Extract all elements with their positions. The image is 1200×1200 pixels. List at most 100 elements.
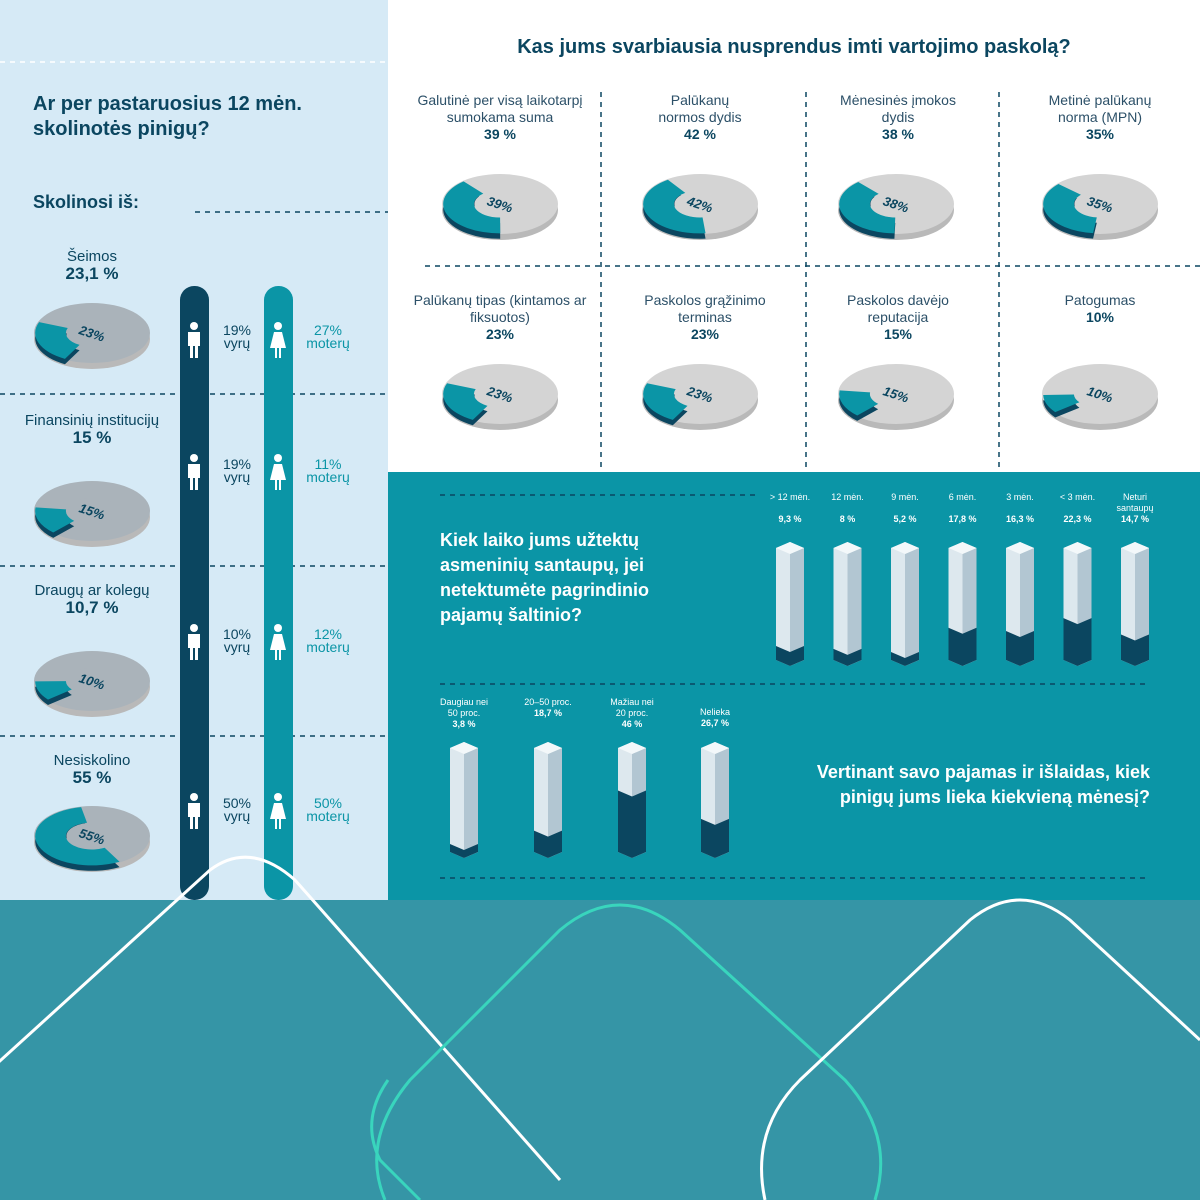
men-label: vyrų	[223, 639, 251, 655]
donut-segment	[443, 383, 488, 420]
savings-bar-label: < 3 mėn. 22,3 %	[1048, 492, 1108, 525]
women-pct: 50%	[313, 795, 343, 811]
bar-side	[905, 548, 919, 666]
criterion-label: Metinė palūkanų norma (MPN) 35%	[1030, 92, 1170, 143]
men-pct: 10%	[222, 626, 252, 642]
bar-top	[450, 742, 478, 754]
criterion-text: Galutinė per visą laikotarpį sumokama su…	[417, 92, 583, 125]
bar-top	[701, 742, 729, 754]
donut-inner	[66, 497, 118, 525]
bar-top	[534, 742, 562, 754]
criterion-donut	[442, 174, 558, 240]
bar-value: 17,8 %	[948, 514, 977, 524]
bar-side	[548, 748, 562, 858]
bottom-decoration-area	[0, 900, 1200, 1200]
men-label: vyrų	[223, 335, 251, 351]
criterion-text: Mėnesinės įmokos dydis	[840, 92, 956, 125]
income-bar-label: Mažiau nei 20 proc. 46 %	[596, 697, 668, 730]
men-label: vyrų	[223, 469, 251, 485]
bar-side	[464, 748, 478, 858]
male-icon	[188, 624, 200, 660]
savings-bar	[1063, 542, 1092, 666]
savings-bar-label: 12 mėn. 8 %	[818, 492, 878, 525]
donut-inner	[66, 319, 118, 347]
donut-inner	[66, 822, 118, 850]
decorative-curve	[760, 898, 1200, 1200]
bar-top	[948, 542, 977, 554]
criterion-value: 23%	[485, 326, 515, 342]
bar-fill	[776, 646, 804, 666]
criterion-donut	[642, 174, 758, 240]
criterion-value: 23%	[690, 326, 720, 342]
bar-category: 3 mėn.	[1006, 492, 1034, 502]
left-donut	[34, 806, 150, 872]
group-value: 55 %	[72, 768, 112, 787]
criterion-donut	[642, 364, 758, 430]
bar-value: 3,8 %	[452, 719, 476, 729]
left-question-title: Ar per pastaruosius 12 mėn. skolinotės p…	[33, 93, 302, 140]
savings-bar-label: 6 mėn. 17,8 %	[933, 492, 993, 525]
men-pct: 50%	[222, 795, 252, 811]
bar-value: 9,3 %	[778, 514, 802, 524]
donut-segment	[839, 182, 896, 234]
bar-category: 20–50 proc.	[524, 697, 572, 707]
savings-bar	[1121, 542, 1149, 666]
donut-segment	[643, 179, 706, 234]
men-label: vyrų	[223, 808, 251, 824]
female-icon	[270, 793, 286, 829]
savings-bar-label: > 12 mėn. 9,3 %	[760, 492, 820, 525]
criterion-donut	[838, 174, 954, 240]
criterion-donut	[1042, 174, 1158, 240]
donut-segment	[1043, 183, 1097, 234]
borrowed-from-subtitle: Skolinosi iš:	[33, 192, 140, 212]
criterion-label: Galutinė per visą laikotarpį sumokama su…	[402, 92, 598, 143]
savings-bar	[776, 542, 804, 666]
donut-inner	[870, 380, 922, 408]
group-value: 23,1 %	[65, 264, 119, 283]
income-bar	[618, 742, 646, 858]
bar-fill	[833, 648, 862, 666]
income-bar	[701, 742, 729, 858]
criterion-value: 39 %	[484, 126, 516, 142]
group-label-text: Šeimos	[66, 248, 118, 265]
bar-value: 46 %	[621, 719, 643, 729]
income-bar-label: Daugiau nei 50 proc. 3,8 %	[428, 697, 500, 730]
female-icon	[270, 454, 286, 490]
bar-category: 12 mėn.	[831, 492, 864, 502]
men-stat: 19% vyrų	[218, 456, 256, 485]
women-label: moterų	[306, 808, 350, 824]
criterion-label: Paskolos grąžinimo terminas 23%	[630, 292, 780, 343]
bar-value: 5,2 %	[893, 514, 917, 524]
men-pct: 19%	[222, 456, 252, 472]
bar-side	[790, 548, 804, 666]
men-pillar	[180, 286, 209, 900]
donut-inner	[674, 380, 726, 408]
men-pct: 19%	[222, 322, 252, 338]
bar-top	[1006, 542, 1034, 554]
donut-segment	[35, 507, 75, 533]
donut-segment	[839, 390, 879, 416]
criterion-text: Paskolos davėjo reputacija	[847, 292, 949, 325]
donut-inner	[474, 380, 526, 408]
bar-category: < 3 mėn.	[1059, 492, 1096, 502]
women-pillar	[264, 286, 293, 900]
decorative-curve	[0, 855, 562, 1181]
savings-bar	[891, 542, 919, 666]
savings-bar-label: 9 mėn. 5,2 %	[875, 492, 935, 525]
group-no-borrow-label: Nesiskolino 55 %	[22, 752, 162, 786]
criteria-title: Kas jums svarbiausia nusprendus imti var…	[517, 36, 1071, 58]
criterion-label: Palūkanų normos dydis 42 %	[630, 92, 770, 143]
donut-segment	[35, 322, 80, 359]
women-label: moterų	[306, 639, 350, 655]
donut-segment	[35, 807, 120, 866]
female-icon	[270, 322, 286, 358]
criterion-text: Patogumas	[1064, 292, 1136, 308]
criterion-value: 42 %	[684, 126, 716, 142]
donut-segment	[643, 383, 688, 420]
women-stat: 50% moterų	[300, 795, 356, 824]
male-icon	[188, 322, 200, 358]
women-label: moterų	[306, 335, 350, 351]
criterion-value: 15%	[883, 326, 913, 342]
income-bar	[534, 742, 562, 858]
